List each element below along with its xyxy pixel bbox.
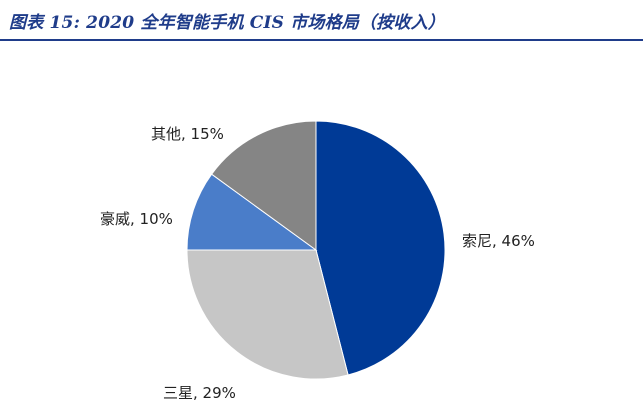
pie-label-0: 索尼, 46%: [462, 232, 535, 250]
pie-slice-1: [186, 249, 349, 380]
pie-label-1: 三星, 29%: [163, 384, 236, 402]
pie-slice-3: [210, 120, 317, 251]
pie-slice-0: [315, 120, 446, 376]
title-divider: [0, 39, 643, 41]
chart-header: 图表 15: 2020 全年智能手机 CIS 市场格局（按收入）: [0, 0, 643, 44]
pie-label-2: 豪威, 10%: [100, 210, 173, 228]
pie-slices: [186, 120, 446, 380]
pie-slice-2: [186, 173, 318, 251]
pie-labels: 索尼, 46% 三星, 29% 豪威, 10% 其他, 15%: [100, 125, 535, 402]
pie-label-3: 其他, 15%: [151, 125, 224, 143]
chart-title: 图表 15: 2020 全年智能手机 CIS 市场格局（按收入）: [9, 13, 445, 33]
